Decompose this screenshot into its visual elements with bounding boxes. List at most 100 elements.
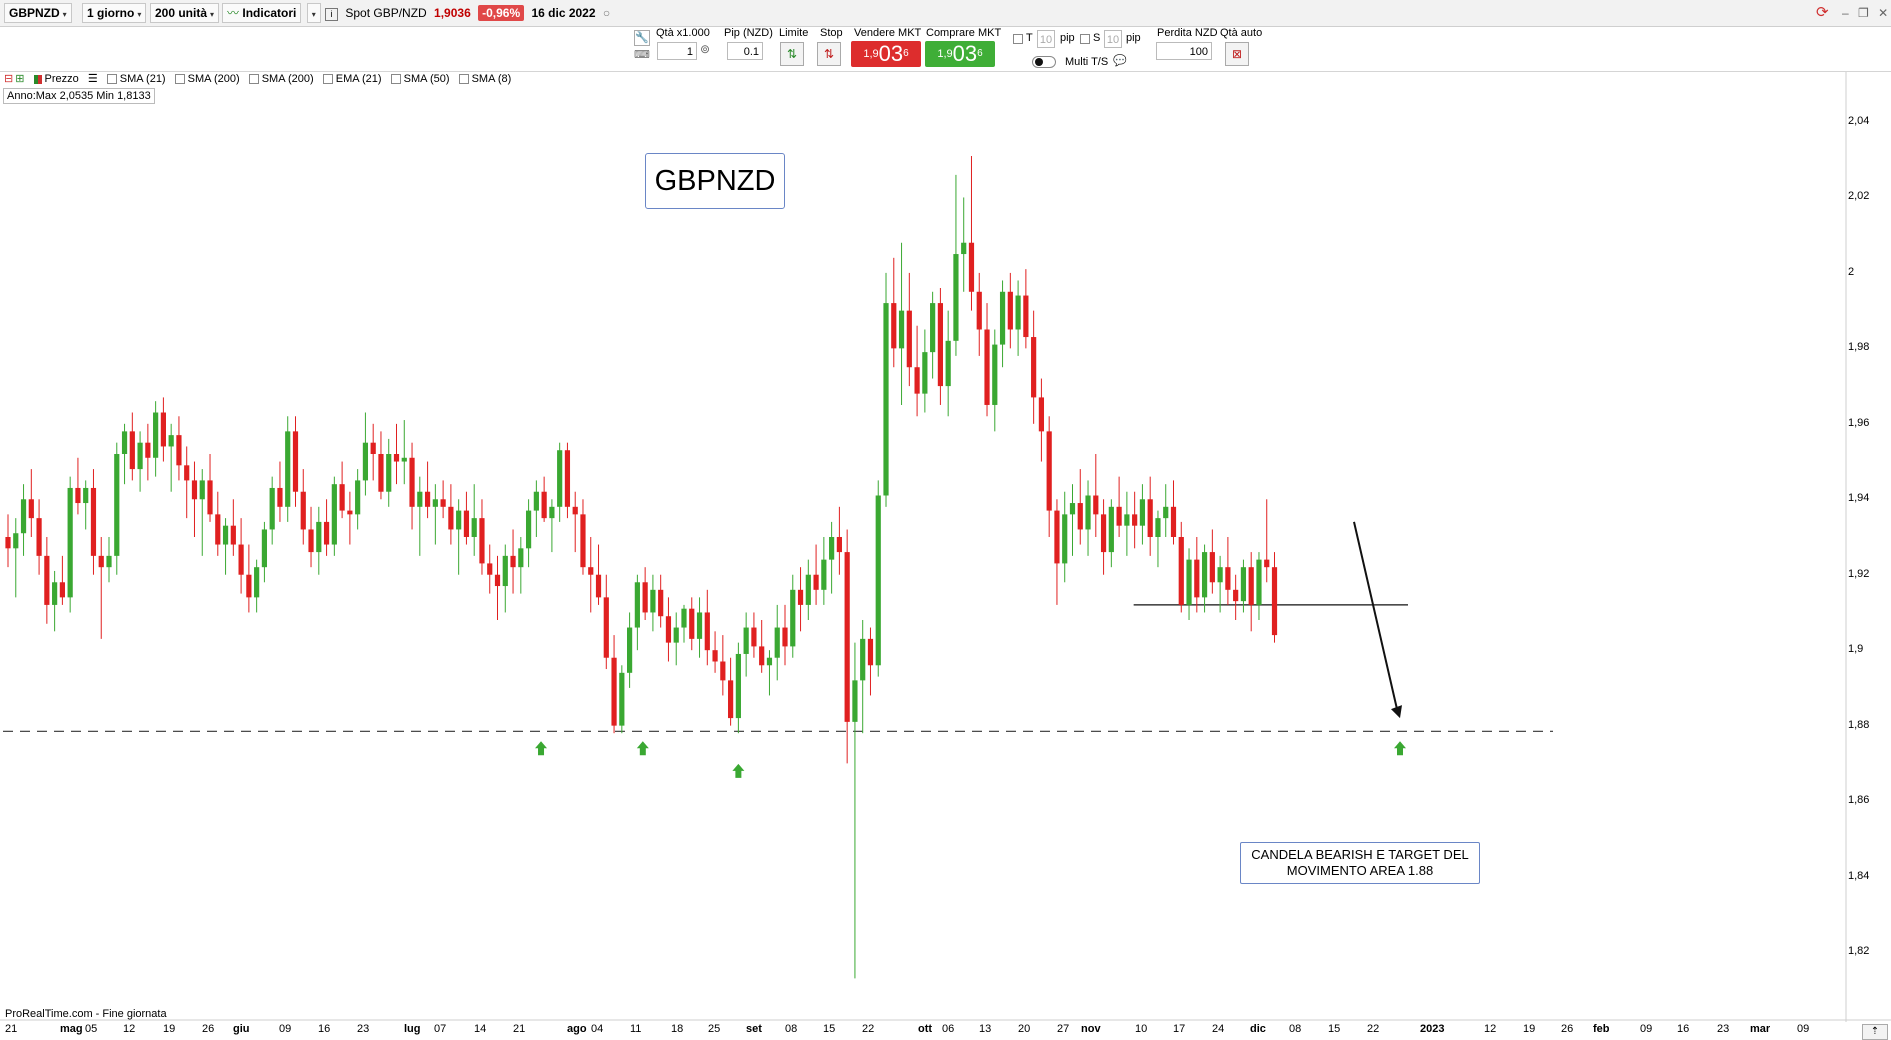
sell-price-big: 03 — [878, 41, 904, 67]
remove-indicator-icon[interactable]: ⊟ — [4, 73, 14, 85]
restore-icon[interactable]: ❐ — [1858, 6, 1869, 20]
loss-input[interactable]: 100 — [1156, 42, 1212, 60]
s-checkbox[interactable] — [1080, 34, 1090, 44]
candle-body — [1015, 295, 1021, 330]
x-axis-tick-label: 08 — [1289, 1023, 1302, 1035]
add-indicator-icon[interactable]: ⊞ — [15, 73, 25, 85]
candle-body — [168, 435, 174, 447]
chart-indicator-icon: 〰 — [227, 6, 240, 20]
buy-price-big: 03 — [952, 41, 978, 67]
y-axis-tick-label: 1,86 — [1848, 794, 1870, 807]
candle-body — [370, 442, 376, 454]
candle-body — [160, 412, 166, 447]
candle-body — [867, 638, 874, 666]
x-axis-tick-label: 26 — [202, 1023, 215, 1035]
candle-body — [448, 506, 454, 530]
candle-body — [393, 454, 400, 462]
minimize-icon[interactable]: – — [1842, 6, 1849, 20]
change-badge: -0,96% — [478, 5, 525, 21]
up-arrow-marker — [732, 763, 745, 778]
y-axis-tick-label: 2,04 — [1848, 115, 1870, 127]
spot-label: Spot GBP/NZD — [345, 6, 427, 20]
indicator-legend: ⊟ ⊞ Prezzo ☰ SMA (21) SMA (200) SMA (200)… — [4, 72, 517, 86]
candle-body — [44, 555, 50, 605]
candle-body — [728, 680, 734, 719]
symbol-selector[interactable]: GBPNZD ▾ — [4, 3, 72, 23]
refresh-icon[interactable]: ⟳ — [1816, 4, 1829, 21]
limit-order-button[interactable]: ⇅ — [780, 42, 804, 66]
spot-price: 1,9036 — [434, 6, 471, 20]
buy-market-button[interactable]: 1,9036 — [925, 41, 995, 67]
candle-body — [766, 657, 773, 666]
sell-market-button[interactable]: 1,9036 — [851, 41, 921, 67]
candle-body — [1163, 506, 1169, 519]
multi-toggle[interactable] — [1032, 56, 1056, 68]
info-icon[interactable]: i — [325, 8, 338, 21]
candle-body — [930, 303, 936, 353]
indicator-sma-8[interactable]: SMA (8) — [458, 73, 512, 85]
candle-body — [137, 442, 143, 470]
t-checkbox[interactable] — [1013, 34, 1023, 44]
candle-body — [463, 510, 470, 537]
candle-body — [440, 499, 446, 507]
candle-body — [541, 491, 547, 519]
candle-body — [1139, 499, 1146, 526]
y-axis-tick-label: 1,94 — [1848, 492, 1870, 505]
candle-body — [1108, 506, 1114, 553]
close-icon[interactable]: ✕ — [1878, 6, 1889, 20]
indicators-dropdown[interactable]: ▾ — [306, 3, 321, 23]
candle-body — [720, 661, 726, 681]
indicators-button[interactable]: 〰 Indicatori ▾ — [222, 3, 321, 23]
candle-body — [883, 303, 889, 496]
stop-order-button[interactable]: ⇅ — [817, 42, 841, 66]
scroll-end-icon[interactable]: ⇡ — [1862, 1024, 1888, 1040]
candle-body — [1194, 559, 1200, 598]
timeframe-selector[interactable]: 1 giorno ▾ — [82, 3, 147, 23]
indicator-sma-200-b[interactable]: SMA (200) — [248, 73, 314, 85]
annotation-box: CANDELA BEARISH E TARGET DEL MOVIMENTO A… — [1240, 842, 1480, 884]
pip-input[interactable]: 0.1 — [727, 42, 763, 60]
candle-body — [121, 431, 128, 454]
candle-body — [487, 563, 493, 575]
indicator-ema-21[interactable]: EMA (21) — [322, 73, 382, 85]
candle-body — [1085, 495, 1091, 530]
qty-input[interactable]: 1 — [657, 42, 697, 60]
candle-body — [401, 457, 407, 462]
candle-body — [184, 465, 190, 481]
units-selector[interactable]: 200 unità ▾ — [150, 3, 220, 23]
s-input[interactable]: 10 — [1104, 30, 1122, 48]
candle-body — [712, 650, 718, 662]
indicator-sma-50[interactable]: SMA (50) — [390, 73, 450, 85]
qty-auto-button[interactable]: ⊠ — [1225, 42, 1249, 66]
candle-body — [518, 548, 524, 568]
candle-body — [1209, 552, 1215, 583]
candle-body — [1124, 514, 1130, 526]
indicator-sma-200-a[interactable]: SMA (200) — [174, 73, 240, 85]
keyboard-icon[interactable]: ⌨ — [634, 49, 650, 61]
candle-body — [1178, 537, 1184, 605]
coin-icon: ⊚ — [700, 42, 711, 56]
candle-body — [1271, 567, 1278, 636]
candle-body — [129, 431, 135, 470]
t-input[interactable]: 10 — [1037, 30, 1055, 48]
candle-body — [67, 487, 73, 598]
x-axis-tick-label: mar — [1750, 1023, 1771, 1035]
up-arrow-marker — [636, 741, 649, 756]
up-arrow-marker — [535, 741, 548, 756]
chat-bubble-icon[interactable]: 💬 — [1113, 55, 1127, 67]
indicator-label: SMA (8) — [471, 73, 512, 85]
indicator-price[interactable]: Prezzo — [33, 73, 79, 85]
list-icon[interactable]: ☰ — [87, 73, 98, 85]
candle-body — [1054, 510, 1060, 564]
candle-body — [145, 442, 151, 458]
candle-body — [300, 491, 306, 530]
x-axis-tick-label: 22 — [862, 1023, 875, 1035]
candle-body — [650, 589, 656, 613]
candle-body — [316, 521, 322, 553]
candle-body — [891, 303, 897, 349]
candle-body — [1264, 559, 1270, 568]
indicator-sma-21[interactable]: SMA (21) — [106, 73, 166, 85]
candle-body — [1046, 431, 1052, 511]
wrench-icon[interactable]: 🔧 — [634, 30, 650, 46]
